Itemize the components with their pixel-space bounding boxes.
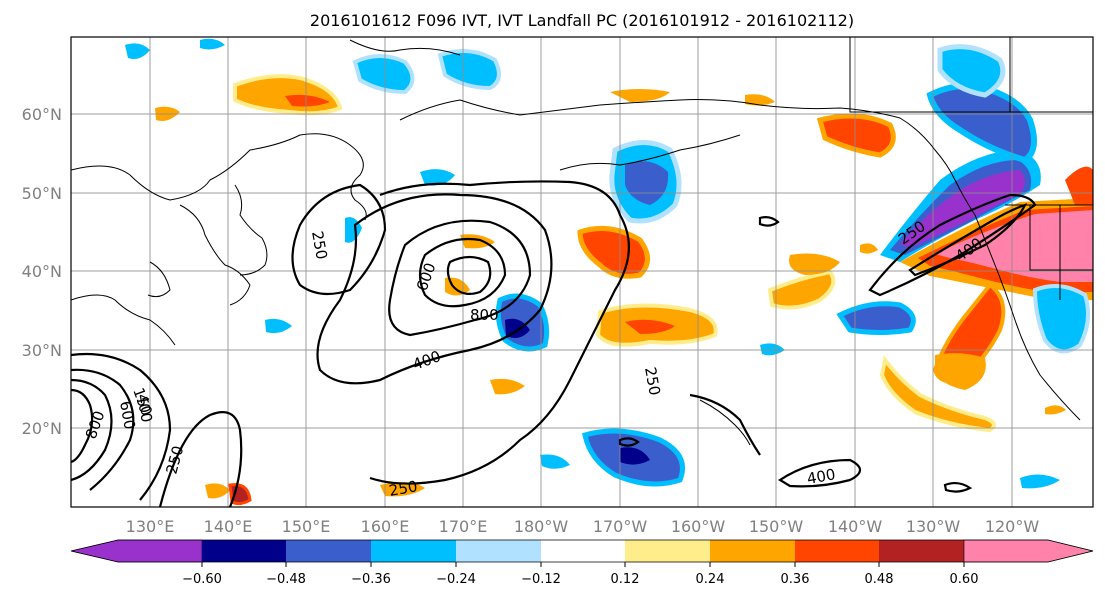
ivt-contours — [71, 180, 1037, 507]
negative-anomaly-regions — [125, 38, 1091, 489]
lon-label: 130°E — [126, 517, 175, 536]
colorbar-tick-label: 0.48 — [865, 572, 894, 587]
map-title: 2016101612 F096 IVT, IVT Landfall PC (20… — [310, 11, 854, 30]
colorbar-segment — [879, 540, 964, 562]
contour-label: 400 — [133, 393, 156, 424]
colorbar-tick-label: 0.60 — [950, 572, 979, 587]
longitude-labels: 130°E 140°E 150°E 160°E 170°E 180°W 170°… — [126, 517, 1040, 536]
lon-label: 160°E — [361, 517, 410, 536]
colorbar-tick-label: 0.36 — [781, 572, 810, 587]
colorbar-segment — [710, 540, 795, 562]
lon-label: 180°W — [514, 517, 569, 536]
colorbar-segment — [541, 540, 625, 562]
colorbar-segment — [70, 539, 203, 563]
lon-label: 120°W — [985, 517, 1040, 536]
lon-label: 170°E — [439, 517, 488, 536]
lat-label: 50°N — [22, 184, 62, 203]
map-frame — [70, 36, 1094, 508]
contour-label: 250 — [308, 230, 331, 261]
lon-label: 170°W — [593, 517, 648, 536]
colorbar-tick-label: −0.24 — [436, 572, 476, 587]
lon-label: 150°W — [749, 517, 804, 536]
colorbar-tick-label: −0.60 — [182, 572, 222, 587]
colorbar-tick-label: −0.36 — [351, 572, 391, 587]
lon-label: 140°W — [828, 517, 883, 536]
contour-label: 800 — [470, 306, 499, 324]
graticule — [71, 37, 1093, 507]
boundaries — [849, 37, 1093, 300]
colorbar-segment — [286, 540, 371, 562]
colorbar-segment — [625, 540, 710, 562]
lon-label: 130°W — [906, 517, 961, 536]
colorbar-tick-label: −0.48 — [266, 572, 306, 587]
lat-label: 30°N — [22, 341, 62, 360]
contour-label: 400 — [806, 465, 837, 488]
contour-labels: 250 600 800 400 250 150 600 800 400 250 … — [82, 217, 986, 500]
latitude-labels: 60°N 50°N 40°N 30°N 20°N — [22, 105, 62, 438]
colorbar-segment — [963, 539, 1094, 563]
lon-label: 160°W — [671, 517, 726, 536]
colorbar-segment — [795, 540, 879, 562]
colorbar-outline — [70, 539, 1094, 563]
contour-label: 600 — [116, 400, 139, 431]
colorbar-segment — [456, 540, 541, 562]
lon-label: 150°E — [282, 517, 331, 536]
lat-label: 20°N — [22, 419, 62, 438]
lat-label: 60°N — [22, 105, 62, 124]
colorbar-tick-label: −0.12 — [521, 572, 561, 587]
contour-label: 250 — [388, 477, 419, 500]
coastlines — [71, 39, 1081, 446]
lat-label: 40°N — [22, 262, 62, 281]
colorbar-segment — [371, 540, 456, 562]
colorbar-tick-label: 0.24 — [696, 572, 725, 587]
contour-label: 250 — [641, 366, 664, 397]
colorbar-segment — [202, 540, 286, 562]
colorbar: −0.60 −0.48 −0.36 −0.24 −0.12 0.12 0.24 … — [70, 539, 1094, 587]
lon-label: 140°E — [204, 517, 253, 536]
colorbar-tick-label: 0.12 — [611, 572, 640, 587]
